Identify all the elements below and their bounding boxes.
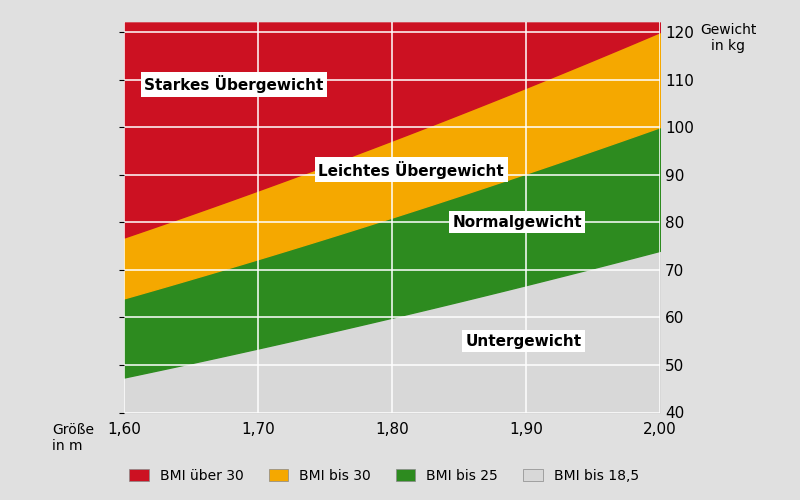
Legend: BMI über 30, BMI bis 30, BMI bis 25, BMI bis 18,5: BMI über 30, BMI bis 30, BMI bis 25, BMI…: [124, 463, 644, 488]
Text: Starkes Übergewicht: Starkes Übergewicht: [144, 76, 323, 94]
Text: Gewicht
in kg: Gewicht in kg: [700, 22, 756, 52]
Text: Normalgewicht: Normalgewicht: [452, 215, 582, 230]
Text: Untergewicht: Untergewicht: [466, 334, 582, 348]
Text: Leichtes Übergewicht: Leichtes Übergewicht: [318, 161, 504, 179]
Text: Größe
in m: Größe in m: [52, 422, 94, 452]
